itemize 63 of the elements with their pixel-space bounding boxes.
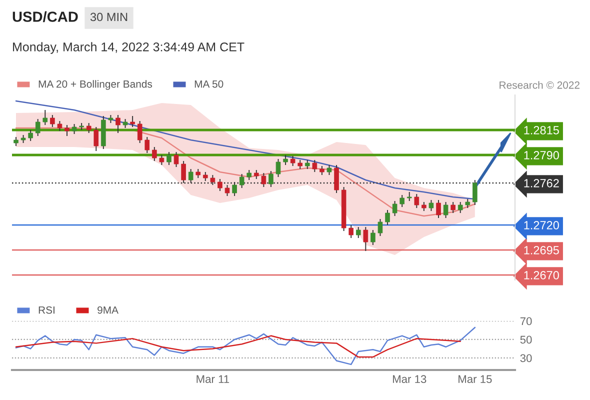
- candlestick: [356, 226, 361, 238]
- line-series: [15, 326, 476, 366]
- candlestick: [276, 158, 281, 178]
- candlestick: [326, 164, 332, 176]
- line-series: [15, 127, 476, 217]
- candlestick: [28, 130, 33, 142]
- y-tick-label: 1.2815: [524, 126, 559, 134]
- candlestick: [64, 124, 70, 136]
- y-tick-label: 70: [520, 317, 532, 326]
- candlestick: [436, 200, 441, 218]
- candlestick: [35, 118, 40, 136]
- chart-subtitle: Monday, March 14, 2022 3:34:49 AM CET: [13, 42, 244, 54]
- y-tick-label: 1.2762: [524, 179, 559, 188]
- candlestick: [159, 154, 164, 166]
- candlestick: [348, 224, 354, 238]
- candlestick: [174, 152, 179, 168]
- x-tick-label: Mar 15: [458, 375, 492, 384]
- legend-label: MA 50: [194, 80, 224, 88]
- candlestick: [370, 230, 376, 246]
- candlestick: [472, 180, 478, 206]
- candlestick: [232, 182, 237, 196]
- chart-title: USD/CAD: [12, 11, 78, 22]
- candlestick: [400, 194, 404, 208]
- candlestick: [116, 114, 120, 134]
- candlestick: [57, 120, 62, 132]
- candlestick: [86, 122, 92, 134]
- candlestick: [363, 226, 368, 252]
- candlestick: [443, 202, 448, 218]
- candlestick: [72, 124, 77, 134]
- candlestick: [450, 202, 456, 214]
- x-tick-label: Mar 11: [196, 375, 230, 384]
- candlestick: [283, 154, 288, 166]
- text: 30 MIN: [90, 12, 128, 22]
- candlestick: [392, 200, 398, 216]
- candlestick: [152, 146, 157, 162]
- y-tick-label: 1.2670: [524, 271, 559, 280]
- candlestick: [144, 136, 150, 154]
- line-series: [15, 335, 461, 358]
- candlestick: [312, 160, 318, 172]
- text: Research © 2022: [500, 81, 580, 89]
- candlestick: [290, 156, 296, 166]
- candlestick: [458, 202, 463, 214]
- y-tick-label: 1.2790: [524, 151, 559, 160]
- candlestick: [42, 110, 48, 126]
- x-tick-label: Mar 13: [392, 375, 426, 384]
- candlestick: [50, 114, 55, 128]
- legend-label: 9MA: [98, 306, 118, 314]
- y-tick-label: 1.2720: [524, 221, 559, 230]
- candlestick: [94, 126, 99, 152]
- legend-label: MA 20 + Bollinger Bands: [38, 80, 152, 90]
- y-tick-label: 50: [520, 336, 532, 344]
- candlestick: [137, 120, 142, 144]
- candlestick: [166, 152, 172, 166]
- candlestick: [428, 200, 434, 212]
- candlestick: [385, 210, 390, 226]
- candlestick: [130, 116, 135, 128]
- candlestick: [224, 184, 230, 196]
- candlestick: [378, 218, 383, 236]
- legend-label: RSI: [38, 306, 54, 314]
- y-tick-label: 1.2695: [524, 246, 559, 254]
- y-tick-label: 30: [520, 354, 532, 362]
- candlestick: [246, 170, 252, 180]
- candlestick: [414, 194, 420, 208]
